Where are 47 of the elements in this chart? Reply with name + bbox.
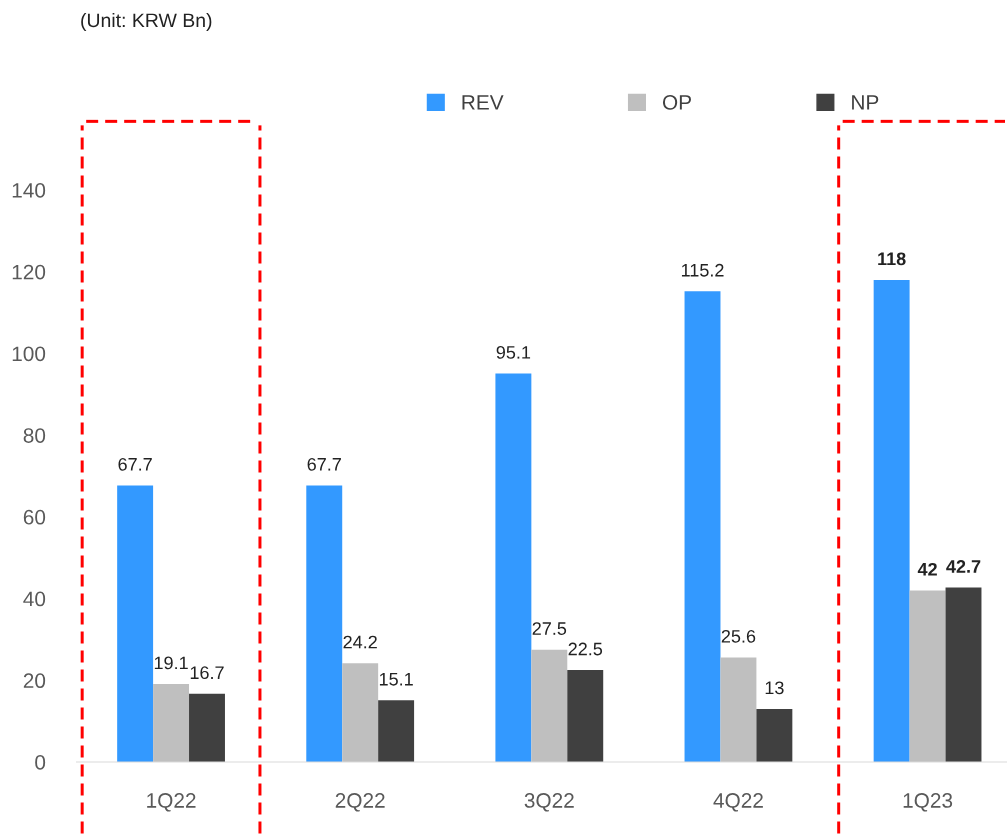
- legend-label: REV: [462, 95, 504, 110]
- y-tick-label: 140: [12, 183, 46, 198]
- data-label: 27.5: [532, 622, 567, 635]
- legend-label: NP: [852, 95, 879, 110]
- legend-label: OP: [662, 95, 691, 110]
- x-tick-label: 1Q22: [147, 793, 196, 812]
- bar: [909, 590, 946, 762]
- bar: [117, 485, 154, 762]
- text: (Unit: KRW Bn): [81, 12, 212, 32]
- data-label: 67.7: [307, 457, 341, 471]
- data-label: 95.1: [496, 345, 531, 359]
- bar: [720, 657, 757, 762]
- bar: [567, 670, 604, 762]
- x-tick-label: 2Q22: [335, 793, 385, 812]
- data-label: 15.1: [379, 673, 413, 686]
- bar: [153, 683, 190, 762]
- y-tick-label: 120: [12, 264, 46, 280]
- y-tick-label: 0: [35, 755, 46, 770]
- bar: [342, 663, 379, 762]
- bar: [306, 485, 343, 762]
- x-tick-label: 4Q22: [713, 793, 763, 812]
- y-tick-label: 60: [23, 509, 46, 525]
- data-label: 16.7: [190, 666, 224, 680]
- data-label: 13: [765, 681, 784, 695]
- y-tick-label: 80: [23, 428, 46, 443]
- bar: [684, 291, 721, 762]
- data-label: 115.2: [681, 263, 724, 277]
- bar: [945, 587, 982, 762]
- data-label: 24.2: [343, 635, 377, 649]
- data-label: 22.5: [568, 642, 603, 656]
- data-label: 42: [917, 562, 937, 576]
- bar: [189, 693, 225, 762]
- x-tick-label: 1Q23: [903, 793, 953, 812]
- bar: [756, 708, 793, 762]
- data-label: 67.7: [118, 457, 152, 471]
- bar: [495, 373, 532, 762]
- bar: [531, 649, 568, 762]
- y-tick-label: 20: [23, 673, 46, 689]
- bar: [873, 279, 910, 762]
- y-tick-label: 40: [23, 591, 46, 607]
- data-label: 25.6: [721, 629, 756, 643]
- x-tick-label: 3Q22: [524, 793, 574, 812]
- data-label: 118: [878, 252, 906, 266]
- data-label: 19.1: [154, 656, 188, 670]
- bar: [378, 700, 415, 762]
- y-tick-label: 100: [12, 346, 46, 362]
- data-label: 42.7: [946, 560, 981, 573]
